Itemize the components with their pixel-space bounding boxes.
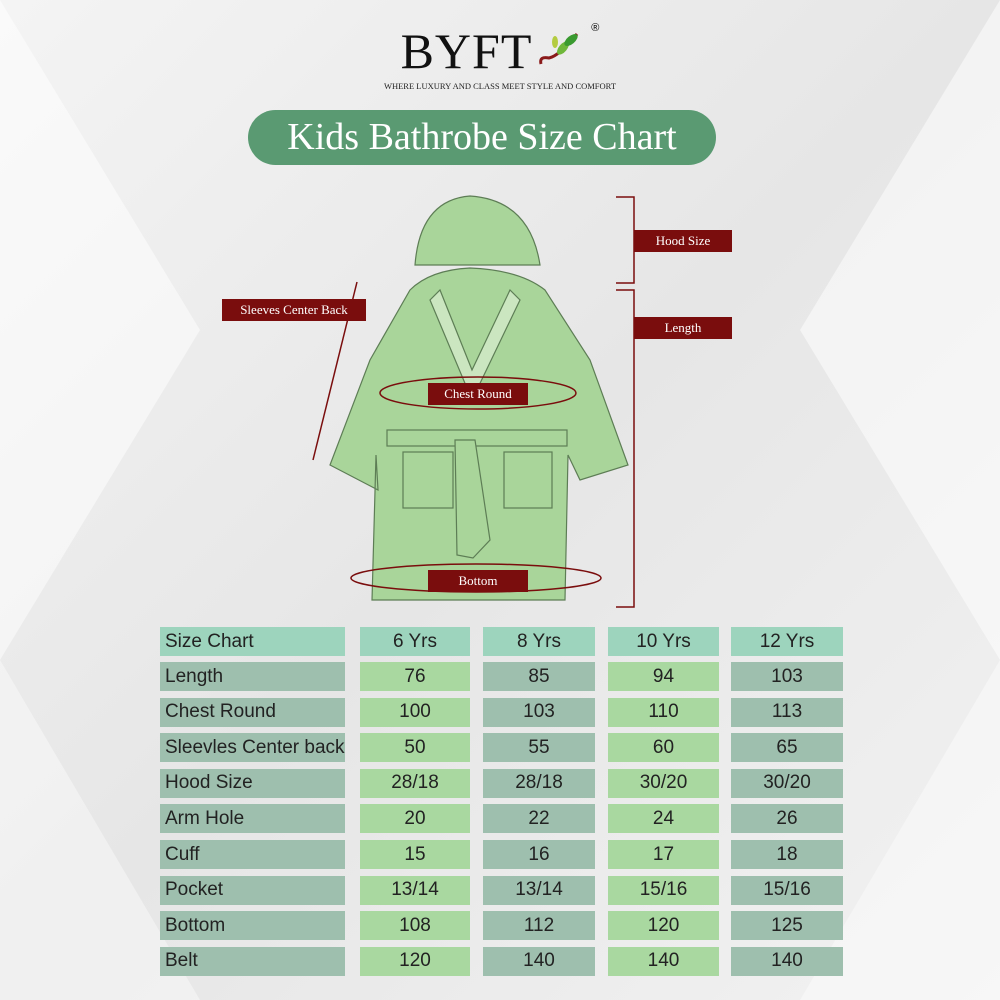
table-cell: 13/14: [360, 875, 470, 905]
table-cell: 22: [483, 804, 595, 834]
row-label: Belt: [160, 946, 345, 976]
table-cell: 112: [483, 911, 595, 941]
table-cell: 28/18: [360, 768, 470, 798]
tagline: WHERE LUXURY AND CLASS MEET STYLE AND CO…: [383, 81, 617, 91]
table-cell: 30/20: [608, 768, 719, 798]
row-label: Cuff: [160, 840, 345, 869]
table-header-cell: 6 Yrs: [360, 627, 470, 656]
page-title: Kids Bathrobe Size Chart: [248, 110, 716, 165]
brand-name: BYFT: [400, 23, 533, 79]
table-cell: 85: [483, 662, 595, 691]
table-cell: 108: [360, 911, 470, 941]
bathrobe-diagram: [312, 195, 635, 608]
table-cell: 100: [360, 697, 470, 727]
table-cell: 103: [731, 662, 843, 691]
table-cell: 20: [360, 804, 470, 834]
table-cell: 26: [731, 804, 843, 834]
registered-mark: ®: [591, 22, 600, 34]
table-cell: 140: [608, 946, 719, 976]
table-cell: 113: [731, 697, 843, 727]
table-cell: 140: [483, 946, 595, 976]
table-cell: 17: [608, 840, 719, 869]
table-cell: 60: [608, 733, 719, 763]
table-cell: 15/16: [608, 875, 719, 905]
table-cell: 55: [483, 733, 595, 763]
table-cell: 120: [360, 946, 470, 976]
row-label: Hood Size: [160, 768, 345, 798]
table-cell: 28/18: [483, 768, 595, 798]
table-cell: 94: [608, 662, 719, 691]
row-label: Chest Round: [160, 697, 345, 727]
table-cell: 18: [731, 840, 843, 869]
row-label: Arm Hole: [160, 804, 345, 834]
table-cell: 125: [731, 911, 843, 941]
row-label: Length: [160, 662, 345, 691]
table-cell: 103: [483, 697, 595, 727]
table-cell: 120: [608, 911, 719, 941]
length-label: Length: [634, 317, 732, 339]
sleeves-center-back-label: Sleeves Center Back: [222, 299, 366, 321]
table-header-cell: 8 Yrs: [483, 627, 595, 656]
table-cell: 110: [608, 697, 719, 727]
hood-size-label: Hood Size: [634, 230, 732, 252]
table-cell: 24: [608, 804, 719, 834]
leaf-icon: [539, 33, 579, 65]
row-label: Pocket: [160, 875, 345, 905]
table-cell: 16: [483, 840, 595, 869]
table-header-cell: 10 Yrs: [608, 627, 719, 656]
table-cell: 50: [360, 733, 470, 763]
table-cell: 65: [731, 733, 843, 763]
bottom-label: Bottom: [428, 570, 528, 592]
brand-logo: BYFT ®: [0, 22, 1000, 80]
chest-round-label: Chest Round: [428, 383, 528, 405]
row-label: Bottom: [160, 911, 345, 941]
table-cell: 140: [731, 946, 843, 976]
table-header-cell: 12 Yrs: [731, 627, 843, 656]
table-cell: 15/16: [731, 875, 843, 905]
table-cell: 15: [360, 840, 470, 869]
table-cell: 76: [360, 662, 470, 691]
table-header-cell: Size Chart: [160, 627, 345, 656]
table-cell: 30/20: [731, 768, 843, 798]
table-cell: 13/14: [483, 875, 595, 905]
row-label: Sleevles Center back: [160, 733, 345, 763]
